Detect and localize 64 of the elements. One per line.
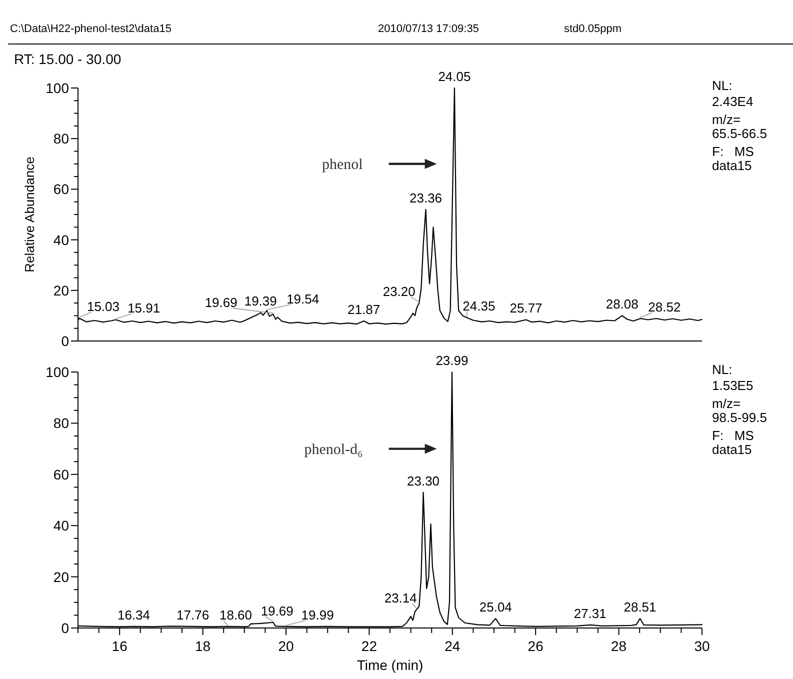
text: std0.05ppm [564,23,622,35]
annotation: 25.77 [510,300,542,316]
y-tick-label: 40 [53,232,70,248]
y-tick-label: 100 [46,364,70,380]
annotation: phenol [322,156,363,173]
text: data15 [712,442,752,457]
annotation: 24.05 [438,69,471,84]
y-tick-label: 20 [53,568,70,585]
annotation: 21.87 [348,302,380,318]
text: F: MS [712,144,754,159]
text: F: MS [712,428,754,443]
annotation: 19.99 [301,607,334,622]
text: 2.43E4 [712,94,754,109]
annotation: 15.91 [128,300,160,316]
y-tick-label: 40 [53,518,70,534]
text: RT: 15.00 - 30.00 [14,51,122,67]
annotation: 23.14 [384,590,417,606]
y-tick-label: 20 [53,282,70,298]
y-tick-label: 0 [61,333,70,349]
annotation: 23.99 [436,353,468,368]
x-tick-label: 18 [195,638,211,654]
y-tick-label: 60 [53,466,70,482]
x-tick-label: 24 [444,638,460,654]
annotation: 23.36 [410,190,442,206]
annotation: 23.30 [407,473,440,488]
y-tick-label: 80 [53,130,70,147]
text: 98.5-99.5 [712,410,767,425]
text: 1.53E5 [712,378,754,393]
text: NL: [712,78,732,93]
annotation: 28.52 [648,299,681,314]
annotation: 19.69 [204,295,238,310]
annotation: 18.60 [219,607,252,622]
x-tick-label: 30 [694,638,710,654]
x-axis-title: Time (min) [356,657,424,673]
text: m/z= [712,396,741,411]
x-tick-label: 26 [528,638,544,654]
annotation: 17.76 [176,607,210,622]
annotation: phenol-d₆ [304,442,363,458]
y-tick-label: 100 [46,80,70,96]
text: 2010/07/13 17:09:35 [378,23,479,35]
annotation: 27.31 [574,606,606,621]
annotation: 28.08 [606,296,638,312]
text: C:\Data\H22-phenol-test2\data15 [10,23,172,35]
y-tick-label: 0 [61,620,70,636]
annotation: 15.03 [86,299,120,314]
annotation: 24.35 [462,298,496,314]
x-tick-label: 22 [361,638,378,654]
text: data15 [712,158,752,173]
x-tick-label: 16 [112,638,128,654]
x-tick-label: 28 [611,638,627,654]
annotation: 19.54 [286,292,320,307]
annotation: 25.04 [479,600,512,615]
y-tick-label: 60 [53,181,70,198]
annotation: 28.51 [624,600,656,615]
y-tick-label: 80 [53,415,70,432]
annotation: 19.39 [244,294,277,309]
text: m/z= [712,112,741,127]
text: NL: [712,362,732,377]
y-axis-title: Relative Abundance [22,156,37,272]
text: 65.5-66.5 [712,126,767,141]
annotation: 16.34 [117,607,150,622]
annotation: 19.69 [260,603,294,618]
annotation: 23.20 [382,284,416,300]
x-tick-label: 20 [278,638,294,654]
